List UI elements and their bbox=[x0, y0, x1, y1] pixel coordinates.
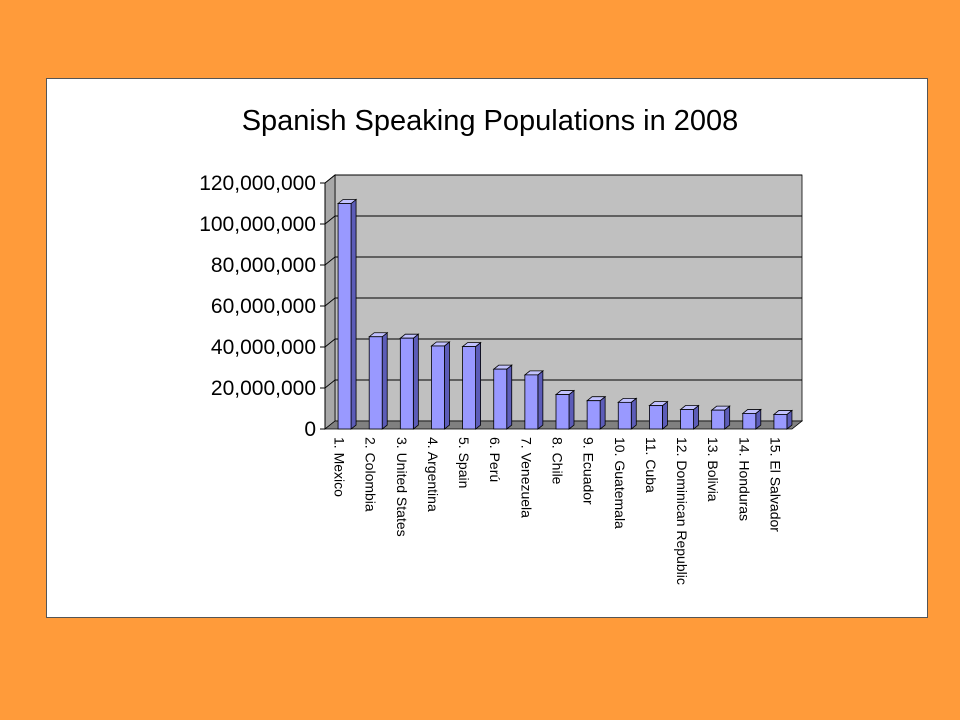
bar bbox=[617, 397, 638, 430]
gridline bbox=[324, 379, 802, 389]
bar-chart: Spanish Speaking Populations in 2008 0 20… bbox=[199, 105, 804, 585]
x-category-label: 14. Honduras bbox=[736, 437, 752, 521]
x-category-label: 8. Chile bbox=[550, 437, 566, 485]
y-tick-label: 40,000,000 bbox=[211, 336, 316, 359]
gridline bbox=[324, 256, 802, 266]
bars bbox=[336, 198, 794, 430]
gridline bbox=[324, 174, 802, 184]
y-tick-label: 120,000,000 bbox=[199, 172, 316, 195]
bar-front bbox=[649, 405, 663, 430]
bar-side bbox=[630, 397, 637, 430]
x-category-label: 10. Guatemala bbox=[612, 437, 628, 529]
x-category-label: 6. Perú bbox=[487, 437, 503, 482]
bar-side bbox=[506, 364, 513, 430]
bar-front bbox=[337, 203, 352, 430]
bar-side bbox=[381, 331, 388, 430]
bar-front bbox=[586, 400, 601, 430]
gridline bbox=[324, 338, 802, 348]
bar-side bbox=[444, 341, 450, 430]
x-category-label: 2. Colombia bbox=[363, 437, 379, 512]
y-tick-label: 80,000,000 bbox=[211, 254, 316, 277]
bar-side bbox=[412, 333, 419, 430]
bar bbox=[461, 341, 482, 430]
bar bbox=[772, 409, 794, 430]
bar-side bbox=[350, 198, 357, 430]
bar-front bbox=[431, 345, 445, 430]
x-category-label: 9. Ecuador bbox=[581, 437, 597, 505]
bar-side bbox=[568, 389, 575, 430]
bar bbox=[399, 333, 420, 430]
x-category-label: 1. Mexico bbox=[332, 437, 348, 497]
bar-side bbox=[537, 370, 544, 430]
bar-front bbox=[773, 414, 788, 430]
bar-front bbox=[493, 368, 508, 430]
bar-front bbox=[555, 394, 570, 430]
x-category-label: 12. Dominican Republic bbox=[674, 437, 690, 585]
gridlines bbox=[320, 174, 802, 430]
bar-side bbox=[599, 395, 606, 430]
y-tick-label: 60,000,000 bbox=[211, 295, 316, 318]
x-category-label: 13. Bolivia bbox=[705, 437, 721, 502]
y-tick-label: 20,000,000 bbox=[211, 377, 316, 400]
bar-front bbox=[742, 413, 757, 430]
x-axis-category-labels: 1. Mexico 2. Colombia 3. United States 4. A… bbox=[332, 437, 784, 585]
bar-front bbox=[368, 336, 383, 430]
chart-title: Spanish Speaking Populations in 2008 bbox=[242, 105, 739, 137]
x-category-label: 7. Venezuela bbox=[518, 437, 534, 518]
bar bbox=[710, 405, 731, 430]
bar bbox=[430, 341, 451, 430]
bar-side bbox=[475, 341, 482, 430]
y-tick-label: 0 bbox=[304, 418, 316, 441]
bar bbox=[679, 404, 700, 430]
x-category-label: 15. El Salvador bbox=[767, 437, 783, 532]
gridline bbox=[324, 215, 802, 225]
bar-front bbox=[524, 374, 539, 430]
bar-front bbox=[617, 401, 632, 430]
bar bbox=[554, 389, 576, 430]
chart-frame: Spanish Speaking Populations in 2008 0 20… bbox=[46, 78, 928, 618]
bar bbox=[523, 370, 545, 430]
bar bbox=[585, 395, 607, 430]
y-axis-tick-labels: 0 20,000,000 40,000,000 60,000,000 80,000,00… bbox=[199, 172, 316, 441]
bar bbox=[648, 400, 669, 430]
bar-front bbox=[399, 337, 414, 430]
bar-front bbox=[462, 346, 477, 430]
y-tick-label: 100,000,000 bbox=[199, 213, 316, 236]
x-category-label: 5. Spain bbox=[456, 437, 472, 488]
bar bbox=[368, 331, 389, 430]
x-category-label: 4. Argentina bbox=[425, 437, 441, 512]
bar-side bbox=[662, 400, 668, 430]
bar-front bbox=[711, 409, 726, 430]
bar bbox=[492, 364, 513, 430]
bar bbox=[336, 198, 358, 430]
bar bbox=[741, 408, 762, 430]
gridline bbox=[324, 297, 802, 307]
x-category-label: 11. Cuba bbox=[643, 437, 659, 493]
x-category-label: 3. United States bbox=[394, 437, 410, 537]
bar-front bbox=[680, 409, 694, 430]
